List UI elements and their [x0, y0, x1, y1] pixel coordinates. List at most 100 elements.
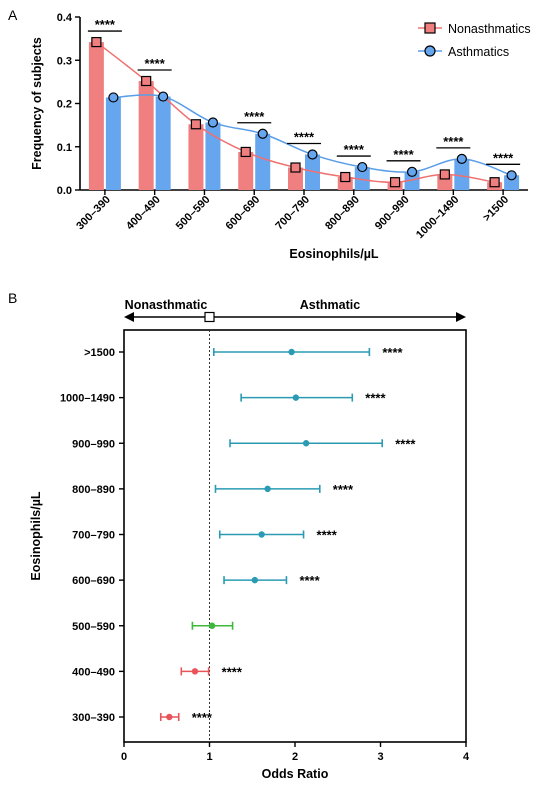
significance-label: ****	[344, 142, 365, 157]
significance-label: ****	[365, 391, 386, 406]
marker-asthmatics	[406, 166, 418, 177]
legend-marker-asthmatics	[424, 45, 436, 57]
x-tick-label: 0	[121, 751, 127, 763]
y-tick-label: >1500	[84, 347, 115, 359]
significance-label: ****	[294, 130, 315, 145]
bar-asthmatics	[155, 96, 171, 190]
direction-label-left: Nonasthmatic	[125, 298, 208, 312]
bar-asthmatics	[105, 97, 121, 190]
odds-ratio-point	[292, 394, 300, 401]
bar-asthmatics	[404, 171, 420, 190]
significance-label: ****	[192, 710, 213, 725]
significance-label: ****	[299, 573, 320, 588]
bar-nonasthmatics	[188, 124, 204, 190]
odds-ratio-point	[166, 713, 173, 721]
bar-asthmatics	[504, 175, 520, 190]
legend-marker-nonasthmatics	[424, 22, 436, 34]
marker-asthmatics	[357, 161, 368, 173]
y-tick-label: 300–390	[72, 712, 115, 724]
y-tick-label: 700–790	[72, 530, 115, 542]
marker-asthmatics	[307, 149, 318, 160]
plot-frame	[123, 329, 467, 743]
x-axis-title: Eosinophils/µL	[289, 247, 379, 261]
x-tick-label: 3	[377, 751, 383, 763]
arrow-right-icon	[456, 312, 466, 322]
x-tick-label: >1500	[481, 194, 511, 224]
x-tick-label: 600–690	[224, 194, 263, 233]
y-tick-label: 400–490	[72, 666, 115, 678]
y-tick-label: 0.2	[57, 99, 72, 111]
bar-chart-panel: 0.0 0.1 0.2 0.3 0.4 300–390 400–490 500–590 600–…	[30, 12, 531, 261]
odds-ratio-point	[258, 531, 265, 538]
bar-asthmatics	[454, 158, 470, 190]
marker-asthmatics	[257, 128, 268, 139]
y-tick-label: 0.3	[57, 55, 72, 67]
significance-label: ****	[395, 436, 416, 451]
x-tick-label: 300–390	[74, 194, 113, 233]
significance-label: ****	[95, 17, 116, 32]
x-tick-label: 400–490	[124, 194, 163, 233]
marker-nonasthmatics	[141, 75, 152, 87]
y-tick-label: 900–990	[72, 438, 115, 450]
y-tick-label: 800–890	[72, 484, 115, 496]
panel-label-b: B	[8, 290, 17, 306]
forest-plot-panel: Nonasthmatic Asthmatic 0 1 2 3 4 >1500 **** 1000–…	[29, 298, 470, 781]
odds-ratio-point	[264, 485, 271, 493]
marker-nonasthmatics	[190, 119, 202, 130]
bar-nonasthmatics	[88, 42, 104, 191]
marker-nonasthmatics	[439, 169, 450, 180]
y-tick-label: 0.1	[57, 142, 72, 154]
marker-asthmatics	[207, 117, 219, 128]
y-tick-label: 0.4	[57, 12, 73, 24]
bar-asthmatics	[255, 133, 271, 190]
x-tick-label: 4	[463, 751, 470, 763]
significance-label: ****	[382, 345, 403, 360]
marker-asthmatics	[506, 170, 517, 181]
significance-label: ****	[443, 134, 464, 149]
significance-label: ****	[222, 664, 243, 679]
bar-asthmatics	[305, 154, 320, 190]
x-tick-label: 700–790	[273, 194, 312, 233]
y-axis-title: Eosinophils/µL	[29, 491, 43, 581]
bar-nonasthmatics	[288, 167, 303, 190]
significance-label: ****	[493, 150, 514, 165]
significance-label: ****	[244, 109, 265, 124]
x-tick-label: 1000–1490	[414, 194, 461, 241]
marker-nonasthmatics	[389, 177, 401, 188]
y-tick-label: 600–690	[72, 575, 115, 587]
odds-ratio-point	[251, 576, 259, 584]
marker-nonasthmatics	[91, 36, 102, 48]
marker-nonasthmatics	[240, 146, 251, 158]
x-tick-label: 800–890	[323, 194, 362, 233]
significance-label: ****	[317, 528, 338, 543]
odds-ratio-point	[302, 440, 310, 447]
marker-asthmatics	[456, 153, 467, 164]
bar-nonasthmatics	[138, 81, 154, 190]
x-axis-title: Odds Ratio	[262, 767, 329, 781]
significance-label: ****	[145, 56, 166, 71]
direction-center-marker	[204, 311, 215, 323]
odds-ratio-point	[208, 622, 216, 629]
significance-label: ****	[333, 482, 354, 497]
x-tick-label: 500–590	[174, 194, 213, 233]
y-tick-label: 0.0	[57, 185, 72, 197]
arrow-left-icon	[124, 312, 134, 322]
bar-asthmatics	[205, 122, 221, 190]
significance-label: ****	[393, 147, 414, 162]
y-tick-label: 500–590	[72, 621, 115, 633]
x-tick-label: 2	[292, 751, 298, 763]
marker-asthmatics	[158, 91, 169, 102]
marker-nonasthmatics	[340, 171, 351, 183]
panel-label-a: A	[8, 7, 18, 23]
odds-ratio-point	[191, 668, 199, 675]
y-axis-title: Frequency of subjects	[30, 37, 44, 170]
bar-nonasthmatics	[238, 151, 254, 190]
bar-asthmatics	[354, 167, 370, 190]
marker-asthmatics	[108, 92, 119, 103]
marker-nonasthmatics	[290, 162, 301, 173]
legend-label-nonasthmatics: Nonasthmatics	[448, 22, 531, 36]
marker-nonasthmatics	[489, 177, 500, 188]
odds-ratio-point	[288, 348, 295, 356]
x-tick-label: 900–990	[373, 194, 412, 233]
